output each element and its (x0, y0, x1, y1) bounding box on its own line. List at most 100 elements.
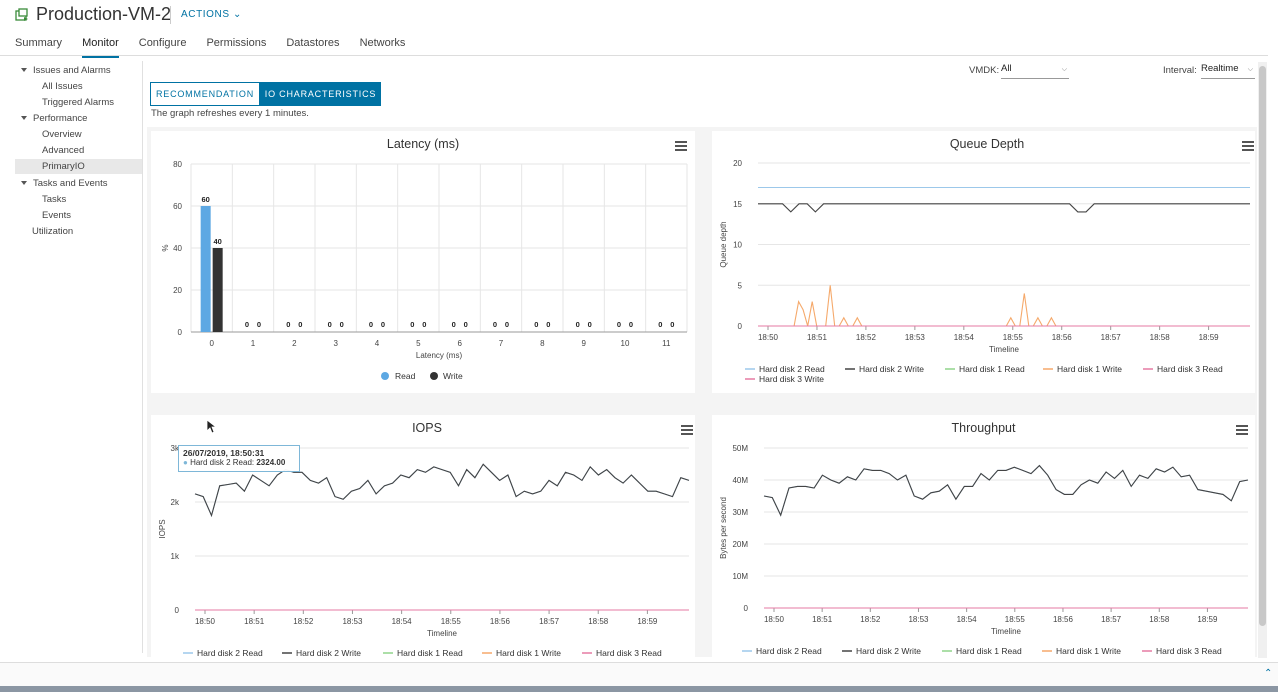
tab-summary[interactable]: Summary (15, 37, 63, 49)
interval-select[interactable]: Realtime ⌵ (1201, 63, 1255, 79)
data-label: 0 (588, 320, 592, 329)
actions-label: ACTIONS (181, 9, 230, 20)
x-tick-label: 8 (540, 339, 545, 348)
vm-icon (15, 8, 28, 21)
sidebar-item-triggered-alarms[interactable]: Triggered Alarms (42, 97, 114, 108)
refresh-note: The graph refreshes every 1 minutes. (151, 108, 309, 119)
sidebar-item-all-issues[interactable]: All Issues (42, 81, 83, 92)
legend-label: Hard disk 3 Write (759, 374, 824, 384)
tab-monitor[interactable]: Monitor (82, 37, 119, 58)
x-tick-label: 18:52 (860, 615, 881, 624)
sidebar-item-tasks[interactable]: Tasks (42, 194, 67, 205)
x-tick-label: 5 (416, 339, 421, 348)
data-label: 0 (369, 320, 373, 329)
sidebar-item-advanced[interactable]: Advanced (42, 145, 85, 156)
page-title: Production-VM-2 (36, 4, 172, 24)
recommendation-button[interactable]: RECOMMENDATION (150, 82, 260, 106)
sidebar-item-utilization[interactable]: Utilization (32, 226, 74, 237)
sidebar-group-label: Performance (33, 113, 88, 124)
x-tick-label: 18:58 (1150, 333, 1171, 342)
x-tick-label: 18:53 (342, 617, 363, 626)
x-tick-label: 2 (292, 339, 297, 348)
sidebar-item-primaryio[interactable]: PrimaryIO (15, 159, 142, 174)
sidebar-group-label: Issues and Alarms (33, 65, 111, 76)
y-tick-label: 15 (733, 200, 742, 209)
series-line (763, 464, 1249, 517)
y-axis-label: % (161, 244, 170, 251)
x-tick-label: 7 (499, 339, 504, 348)
series-line (758, 285, 1250, 327)
header-divider-line (0, 55, 1268, 56)
data-label: 0 (670, 320, 674, 329)
x-tick-label: 4 (375, 339, 380, 348)
y-tick-label: 3k (171, 444, 180, 453)
data-label: 0 (493, 320, 497, 329)
page-header: Production-VM-2 ACTIONS ⌄ Summary Monito… (0, 0, 1278, 58)
legend-label: Hard disk 2 Read (756, 646, 822, 656)
x-tick-label: 6 (457, 339, 462, 348)
x-tick-label: 11 (662, 339, 671, 348)
data-label: 0 (617, 320, 621, 329)
io-characteristics-button[interactable]: IO CHARACTERISTICS (260, 82, 381, 106)
iops-chart: 0 1k 2k 3k 18:50 18:51 18:52 18:53 18:54 18:55 18:… (158, 444, 690, 658)
legend-label: Hard disk 2 Read (197, 648, 263, 658)
sidebar-group-issues[interactable]: Issues and Alarms (21, 63, 111, 78)
x-tick-label: 18:51 (807, 333, 828, 342)
data-label: 0 (546, 320, 550, 329)
x-tick-label: 18:55 (1003, 333, 1024, 342)
tab-networks[interactable]: Networks (359, 37, 406, 49)
tab-configure[interactable]: Configure (138, 37, 187, 49)
tooltip-series-label: Hard disk 2 Read: (190, 458, 257, 467)
data-label: 60 (201, 195, 209, 204)
data-label: 40 (213, 237, 221, 246)
chart-menu-icon[interactable] (1242, 141, 1254, 151)
x-tick-label: 18:59 (1197, 615, 1218, 624)
x-tick-label: 18:51 (812, 615, 833, 624)
x-tick-label: 0 (209, 339, 214, 348)
legend-label: Hard disk 2 Write (296, 648, 361, 658)
scrollbar-thumb[interactable] (1259, 66, 1266, 626)
x-tick-label: 18:51 (244, 617, 265, 626)
bar (212, 248, 223, 332)
x-tick-label: 9 (581, 339, 586, 348)
header-divider (170, 6, 171, 24)
interval-label: Interval: (1163, 65, 1197, 76)
legend-marker (430, 372, 438, 380)
tab-permissions[interactable]: Permissions (206, 37, 267, 49)
data-label: 0 (576, 320, 580, 329)
sidebar-group-tasks-events[interactable]: Tasks and Events (21, 176, 107, 191)
x-tick-label: 18:58 (1149, 615, 1170, 624)
bullet-icon: ● (183, 458, 188, 467)
sidebar-item-events[interactable]: Events (42, 210, 72, 221)
scroll-to-top-icon[interactable]: ⌃ (1264, 668, 1273, 679)
sidebar-item-overview[interactable]: Overview (42, 129, 82, 140)
queue-depth-chart: 0 5 10 15 20 18:50 18:51 18:52 18:53 18:54 18:55 18… (719, 159, 1250, 384)
y-tick-label: 40M (732, 476, 748, 485)
x-tick-label: 18:57 (1101, 615, 1122, 624)
data-label: 0 (298, 320, 302, 329)
monitor-sidebar: Issues and Alarms All Issues Triggered A… (15, 61, 143, 653)
tooltip-time: 26/07/2019, 18:50:31 (183, 448, 265, 458)
chart-menu-icon[interactable] (1236, 425, 1248, 435)
x-tick-label: 3 (333, 339, 338, 348)
legend-label: Write (443, 371, 463, 381)
y-axis-label: IOPS (158, 519, 167, 538)
y-tick-label: 10 (733, 241, 742, 250)
y-tick-label: 80 (173, 160, 182, 169)
legend-label: Hard disk 2 Write (859, 364, 924, 374)
actions-menu-button[interactable]: ACTIONS ⌄ (181, 9, 242, 20)
sidebar-group-label: Tasks and Events (33, 178, 108, 189)
chevron-down-icon: ⌵ (1061, 66, 1067, 73)
series-line (763, 464, 1249, 517)
legend-label: Hard disk 1 Write (1057, 364, 1122, 374)
chart-menu-icon[interactable] (681, 425, 693, 435)
y-tick-label: 50M (732, 444, 748, 453)
y-tick-label: 20 (173, 286, 182, 295)
y-tick-label: 0 (738, 322, 743, 331)
latency-chart-panel: Latency (ms) 0 20 40 60 80% 0 60 40 1 0 0 2 0 0 3 0 0 4 0 0… (151, 131, 695, 393)
vmdk-select[interactable]: All ⌵ (1001, 63, 1069, 79)
sidebar-group-performance[interactable]: Performance (21, 111, 87, 126)
chart-menu-icon[interactable] (675, 141, 687, 151)
tab-datastores[interactable]: Datastores (286, 37, 340, 49)
x-tick-label: 18:56 (1053, 615, 1074, 624)
